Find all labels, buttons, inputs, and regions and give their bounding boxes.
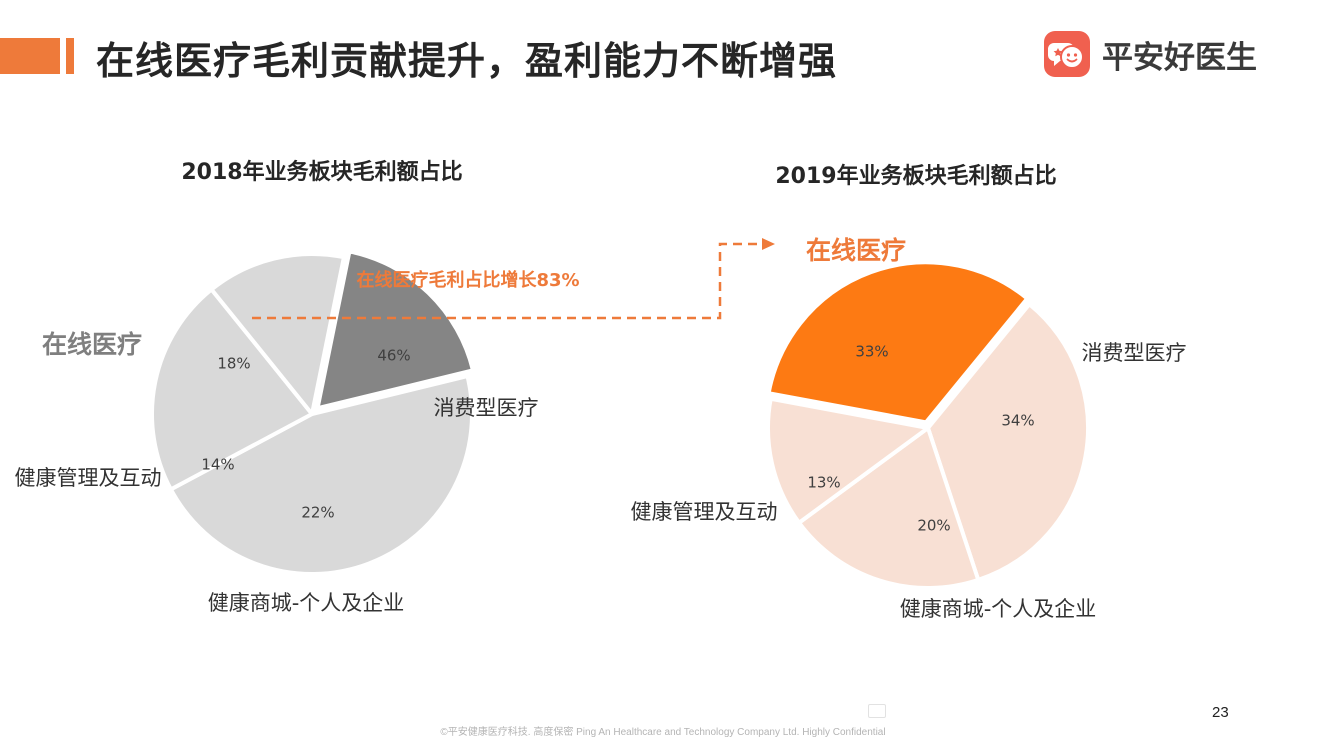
slice-value-label: 14%	[201, 456, 234, 474]
slice-category-label: 健康商城-个人及企业	[900, 597, 1097, 621]
highlight-label: 在线医疗	[806, 236, 906, 265]
slice-value-label: 20%	[917, 517, 950, 535]
slice-value-label: 34%	[1001, 412, 1034, 430]
pie-slice-1	[926, 302, 1090, 582]
chart-title: 2019年业务板块毛利额占比	[775, 163, 1056, 189]
slice-category-label: 健康管理及互动	[631, 500, 778, 524]
dashed-arrow-line	[252, 242, 762, 320]
brand-logo: 平安好医生	[1044, 30, 1257, 78]
slice-value-label: 18%	[217, 355, 250, 373]
pie-slice-2	[797, 426, 981, 590]
slice-category-label: 在线医疗	[42, 330, 142, 359]
chart-title: 2018年业务板块毛利额占比	[181, 159, 462, 185]
slice-value-label: 33%	[855, 343, 888, 361]
title-accent-bar	[0, 38, 60, 74]
pie-chart-2019: 2019年业务板块毛利额占比	[766, 163, 1090, 590]
pie-chart-2018: 2018年业务板块毛利额占比	[150, 159, 475, 576]
pie-slice-3	[209, 252, 346, 416]
slice-category-label: 健康商城-个人及企业	[208, 591, 405, 615]
pie-slice-3	[766, 396, 930, 525]
logo-text: 平安好医生	[1102, 39, 1257, 76]
arrowhead-icon	[762, 238, 775, 250]
pie-slice-2	[150, 287, 314, 492]
growth-annotation: 在线医疗毛利占比增长83%	[356, 269, 579, 291]
footer-copyright: ©平安健康医疗科技. 高度保密 Ping An Healthcare and T…	[440, 727, 886, 738]
slice-category-label: 消费型医疗	[1082, 341, 1187, 365]
page-number: 23	[1212, 704, 1229, 721]
pie-slice-1	[168, 374, 474, 576]
slice-value-label: 46%	[377, 347, 410, 365]
pie-slice-0	[766, 260, 1030, 425]
pie-slice-0	[315, 249, 475, 411]
slice-value-label: 22%	[301, 504, 334, 522]
title-accent-bar-small	[66, 38, 74, 74]
slide-marker	[868, 704, 886, 718]
slice-category-label: 消费型医疗	[434, 396, 539, 420]
page-title: 在线医疗毛利贡献提升，盈利能力不断增强	[96, 39, 838, 83]
chat-smile-icon	[1044, 31, 1090, 77]
slice-category-label: 健康管理及互动	[15, 466, 162, 490]
slice-value-label: 13%	[807, 474, 840, 492]
